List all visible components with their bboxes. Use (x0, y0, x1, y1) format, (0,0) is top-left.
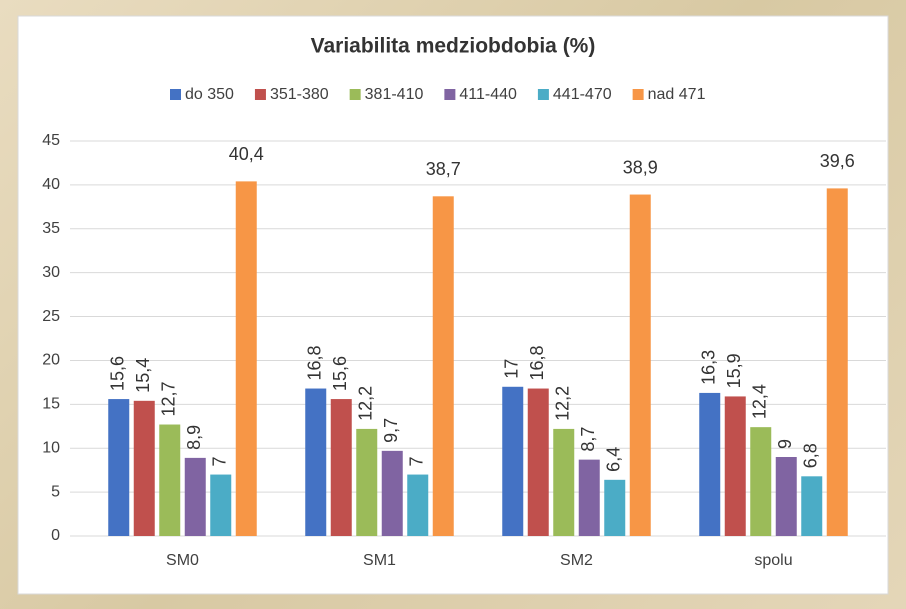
bar (699, 393, 720, 536)
y-tick-label: 35 (42, 220, 60, 237)
bar (185, 458, 206, 536)
chart: Variabilita medziobdobia (%) 0 5 10 15 20 25 3… (0, 0, 906, 609)
value-label: 15,6 (108, 356, 128, 391)
bar (108, 399, 129, 536)
x-tick-label: SM2 (560, 552, 593, 569)
y-tick-label: 0 (51, 527, 60, 544)
value-label: 12,7 (159, 381, 179, 416)
legend-swatch (444, 89, 455, 100)
value-label: 8,7 (578, 427, 598, 452)
bar (553, 429, 574, 536)
x-tick-label: SM1 (363, 552, 396, 569)
legend-label: do 350 (185, 86, 234, 103)
value-label: 15,6 (330, 356, 350, 391)
value-label: 7 (210, 457, 230, 467)
value-label: 38,9 (623, 157, 658, 177)
value-label: 12,2 (356, 386, 376, 421)
bar (604, 480, 625, 536)
value-label: 12,2 (553, 386, 573, 421)
bar (134, 401, 155, 536)
y-tick-label: 20 (42, 352, 60, 369)
value-label: 8,9 (184, 425, 204, 450)
legend-label: 351-380 (270, 86, 329, 103)
value-label: 9 (775, 439, 795, 449)
value-label: 17 (502, 359, 522, 379)
bar (579, 460, 600, 536)
bar (750, 427, 771, 536)
value-label: 6,8 (801, 443, 821, 468)
value-label: 16,8 (305, 345, 325, 380)
value-label: 40,4 (229, 144, 264, 164)
legend-label: 411-440 (459, 86, 517, 103)
x-tick-label: spolu (754, 552, 792, 569)
chart-title: Variabilita medziobdobia (%) (311, 35, 596, 58)
bar (159, 425, 180, 536)
bar (236, 181, 257, 536)
bar (433, 196, 454, 536)
legend-swatch (538, 89, 549, 100)
bar (725, 396, 746, 536)
y-tick-label: 10 (42, 439, 60, 456)
bar (502, 387, 523, 536)
y-tick-label: 15 (42, 396, 60, 413)
value-label: 7 (407, 457, 427, 467)
value-label: 16,3 (699, 350, 719, 385)
value-label: 38,7 (426, 159, 461, 179)
legend-label: nad 471 (648, 86, 706, 103)
value-label: 12,4 (750, 384, 770, 419)
bar (331, 399, 352, 536)
value-label: 15,9 (724, 353, 744, 388)
y-tick-label: 45 (42, 132, 60, 149)
y-tick-label: 40 (42, 176, 60, 193)
bar (382, 451, 403, 536)
x-tick-label: SM0 (166, 552, 199, 569)
bar (801, 476, 822, 536)
legend-label: 441-470 (553, 86, 612, 103)
legend-label: 381-410 (365, 86, 424, 103)
value-label: 16,8 (527, 345, 547, 380)
y-tick-label: 25 (42, 308, 60, 325)
bar (210, 475, 231, 536)
y-tick-label: 30 (42, 264, 60, 281)
value-label: 15,4 (133, 358, 153, 393)
value-label: 9,7 (381, 418, 401, 443)
bar (407, 475, 428, 536)
bar (630, 195, 651, 536)
legend-swatch (633, 89, 644, 100)
legend-swatch (170, 89, 181, 100)
y-tick-label: 5 (51, 483, 60, 500)
legend-swatch (350, 89, 361, 100)
bar (528, 389, 549, 536)
value-label: 6,4 (604, 447, 624, 472)
bar (776, 457, 797, 536)
bar (827, 188, 848, 536)
legend-swatch (255, 89, 266, 100)
bar (356, 429, 377, 536)
value-label: 39,6 (820, 151, 855, 171)
bar (305, 389, 326, 536)
